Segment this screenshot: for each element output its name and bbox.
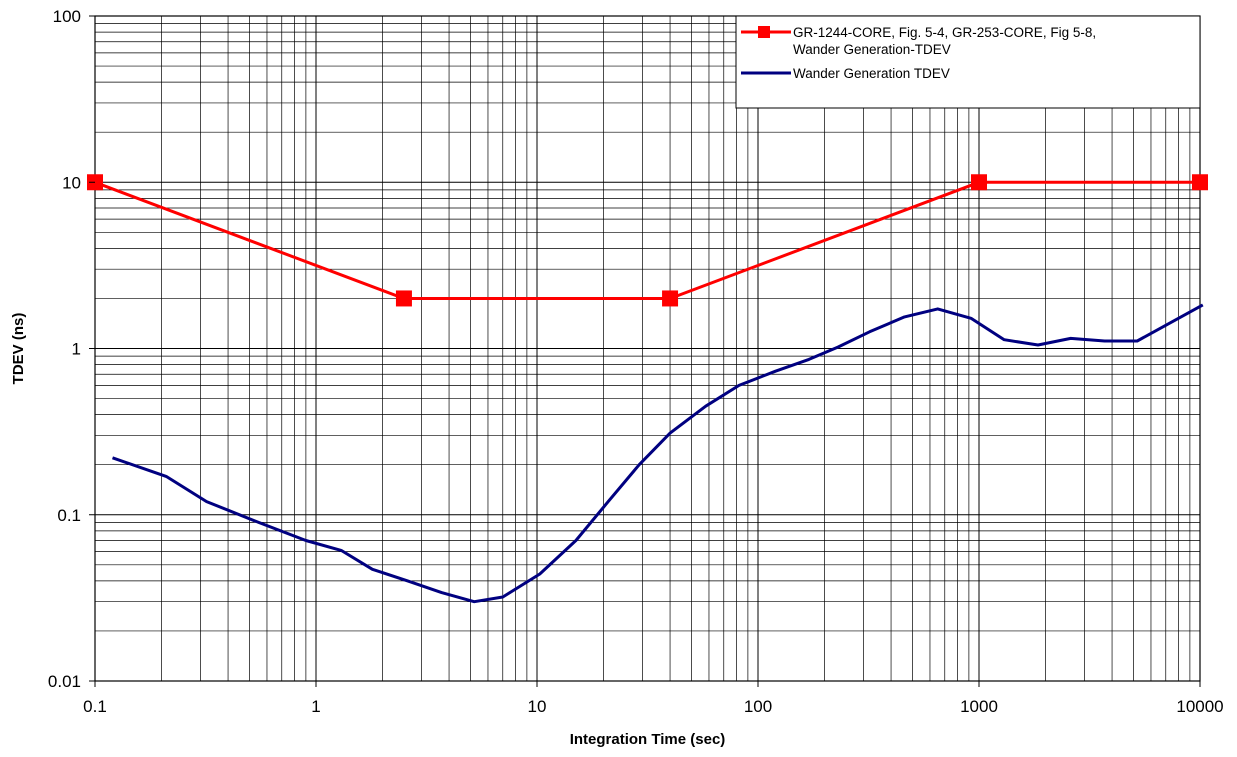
x-tick-label: 1000: [960, 697, 998, 716]
y-tick-label: 10: [62, 173, 81, 192]
y-tick-label: 0.01: [48, 672, 81, 691]
series-1-marker: [971, 174, 987, 191]
series-1-marker: [1192, 174, 1208, 191]
y-axis-title: TDEV (ns): [10, 313, 27, 385]
legend-label: Wander Generation TDEV: [793, 66, 950, 81]
series-layer: [87, 174, 1208, 604]
y-tick-label: 0.1: [57, 506, 81, 525]
series-1-marker: [662, 290, 679, 307]
series-line-2: [112, 303, 1204, 604]
legend-label-line: GR-1244-CORE, Fig. 5-4, GR-253-CORE, Fig…: [793, 25, 1096, 40]
x-tick-label: 10000: [1176, 697, 1223, 716]
y-tick-label: 100: [53, 7, 81, 26]
x-tick-label: 1: [311, 697, 320, 716]
x-tick-label: 0.1: [83, 697, 107, 716]
y-tick-label: 1: [72, 340, 81, 359]
series-1-marker: [395, 290, 412, 307]
legend-box: [735, 15, 1201, 109]
series-line-1: [94, 180, 1200, 300]
legend-label-line: Wander Generation TDEV: [793, 66, 950, 81]
x-axis-ticks: 0.1 1 10 100 1000 10000: [83, 681, 1224, 716]
x-tick-label: 10: [528, 697, 547, 716]
legend-label-line: Wander Generation-TDEV: [793, 42, 951, 57]
legend: GR-1244-CORE, Fig. 5-4, GR-253-CORE, Fig…: [735, 15, 1201, 109]
x-axis-title: Integration Time (sec): [570, 731, 726, 748]
legend-swatch-marker: [758, 26, 770, 38]
y-axis-ticks: 0.01 0.1 1 10 100: [48, 7, 95, 691]
x-tick-label: 100: [744, 697, 772, 716]
legend-label: GR-1244-CORE, Fig. 5-4, GR-253-CORE, Fig…: [793, 25, 1096, 57]
